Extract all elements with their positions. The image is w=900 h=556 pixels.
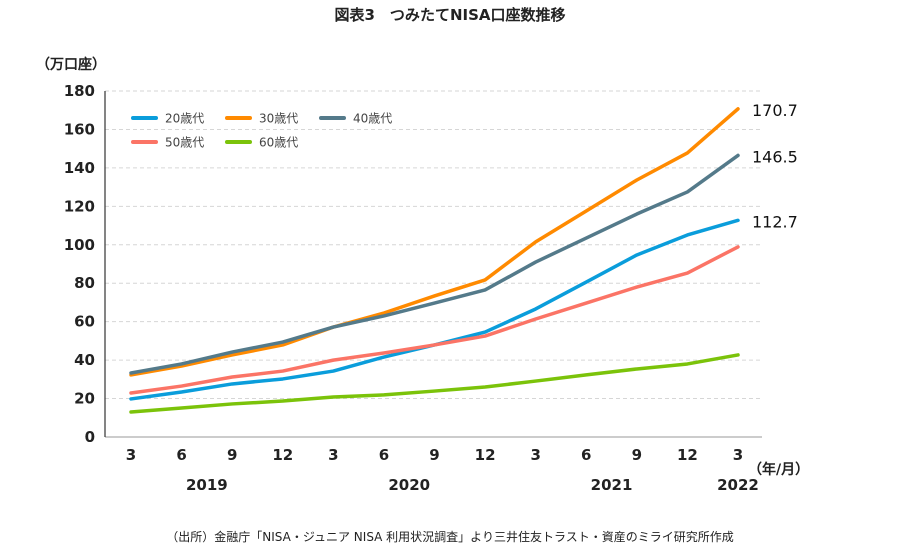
y-tick-label: 0 [85,428,95,446]
legend-label: 50歳代 [165,136,204,150]
series-line-4 [129,353,740,414]
y-tick-label: 140 [64,159,95,177]
y-tick-label: 60 [74,313,95,331]
y-tick-label: 180 [64,82,95,100]
x-tick-label: 6 [176,446,186,464]
y-tick-label: 160 [64,120,95,138]
x-tick-label: 9 [227,446,237,464]
year-label: 2020 [388,476,430,494]
series-line-0 [129,218,740,401]
y-tick-label: 120 [64,197,95,215]
x-tick-label: 6 [581,446,591,464]
x-tick-label: 12 [272,446,293,464]
x-tick-label: 3 [530,446,540,464]
y-tick-label: 20 [74,390,95,408]
series-line-2 [129,153,740,375]
legend-label: 60歳代 [259,136,298,150]
x-tick-label: 9 [429,446,439,464]
end-value-label: 112.7 [752,212,798,231]
year-label: 2019 [186,476,228,494]
x-tick-label: 3 [328,446,338,464]
x-tick-label: 12 [677,446,698,464]
legend-label: 40歳代 [353,112,392,126]
x-axis-unit: （年/月） [748,462,810,478]
x-tick-label: 3 [733,446,743,464]
legend-label: 30歳代 [259,112,298,126]
x-tick-label: 12 [475,446,496,464]
end-value-label: 170.7 [752,101,798,120]
chart-title: 図表3 つみたてNISA口座数推移 [334,6,566,24]
x-tick-label: 6 [379,446,389,464]
end-value-label: 146.5 [752,147,798,166]
y-tick-label: 40 [74,351,95,369]
y-tick-label: 100 [64,236,95,254]
year-label: 2021 [591,476,633,494]
year-label: 2022 [717,476,759,494]
series-line-3 [129,245,740,395]
x-tick-label: 9 [632,446,642,464]
series-line-1 [129,107,740,377]
x-tick-label: 3 [126,446,136,464]
source-note: （出所）金融庁「NISA・ジュニア NISA 利用状況調査」より三井住友トラスト… [166,530,734,544]
y-tick-label: 80 [74,274,95,292]
legend-label: 20歳代 [165,112,204,126]
y-axis-unit: （万口座） [36,57,106,73]
